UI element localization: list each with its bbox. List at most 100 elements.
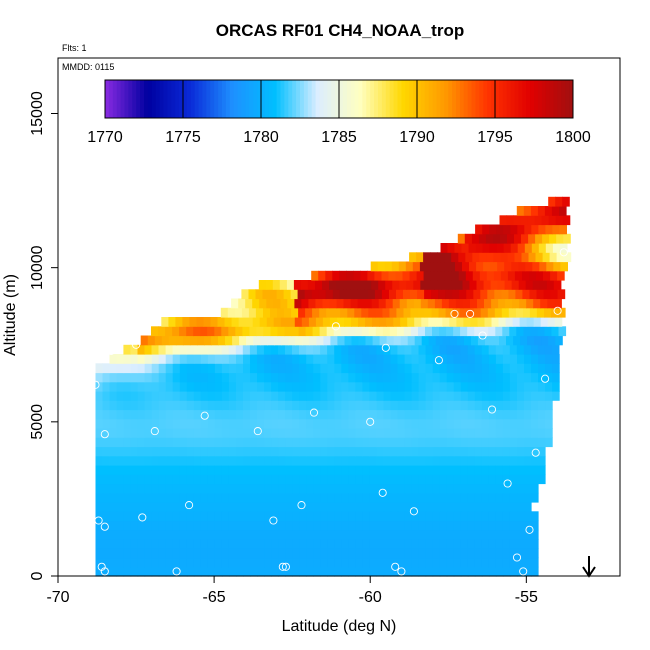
heatmap-cell [461,243,470,253]
heatmap-cell [320,566,328,577]
heatmap-cell [144,511,153,522]
heatmap-cell [151,548,160,559]
heatmap-cell [299,446,307,457]
heatmap-cell [517,428,525,438]
heatmap-cell [271,354,279,364]
heatmap-cell [214,474,223,485]
heatmap-cell [123,529,132,540]
heatmap-cell [562,215,571,226]
heatmap-cell [524,428,532,438]
heatmap-cell [228,400,237,411]
heatmap-cell [491,317,500,327]
heatmap-cell [341,428,349,438]
heatmap-cell [193,344,202,355]
heatmap-cell [334,529,342,540]
heatmap-cell [411,437,420,448]
heatmap-cell [397,344,405,355]
heatmap-cell [299,363,307,374]
heatmap-cell [312,307,320,318]
heatmap-cell [151,557,160,568]
heatmap-cell [158,474,167,485]
heatmap-cell [306,548,314,559]
heatmap-cell [207,566,216,577]
heatmap-cell [409,270,418,281]
heatmap-cell [278,391,286,401]
heatmap-cell [228,418,237,429]
heatmap-cell [255,307,264,318]
heatmap-cell [242,344,251,355]
heatmap-cell [274,335,282,346]
heatmap-cell [116,529,125,540]
heatmap-cell [200,557,209,568]
heatmap-cell [549,252,558,263]
heatmap-cell [123,566,132,577]
heatmap-cell [236,474,244,485]
heatmap-cell [452,307,461,318]
heatmap-cell [320,363,328,374]
heatmap-cell [446,455,455,466]
heatmap-cell [522,289,530,300]
heatmap-cell [453,511,462,522]
heatmap-cell [385,298,394,309]
colorbar-segment [346,80,352,118]
heatmap-cell [538,400,546,411]
colorbar-segment [132,80,137,118]
heatmap-cell [531,409,539,420]
heatmap-cell [403,326,412,337]
colorbar-segment [506,80,512,118]
colorbar-segment [280,80,285,118]
heatmap-cell [440,243,449,253]
sample-point [132,340,141,349]
heatmap-cell [418,400,427,411]
heatmap-cell [376,437,385,448]
colorbar-segment [436,80,441,118]
heatmap-cell [285,455,293,466]
heatmap-cell [390,381,399,392]
heatmap-cell [502,557,511,568]
heatmap-cell [151,529,160,540]
heatmap-cell [467,520,476,531]
heatmap-cell [165,344,174,355]
sample-point [531,448,540,457]
heatmap-cell [488,428,497,438]
heatmap-cell [369,344,377,355]
heatmap-cell [130,539,139,549]
heatmap-cell [214,418,223,429]
heatmap-cell [116,428,125,438]
heatmap-cell [151,418,160,429]
heatmap-cell [228,363,237,374]
colorbar-segment [183,80,188,118]
colorbar-segment [292,80,297,118]
heatmap-cell [109,465,118,475]
heatmap-cell [502,344,511,355]
colorbar-segment [456,80,461,118]
heatmap-cell [460,428,469,438]
colorbar-segment [510,80,515,118]
colorbar-segment [413,80,418,118]
heatmap-cell [376,566,385,577]
heatmap-cell [411,502,420,512]
heatmap-cell [257,492,265,503]
heatmap-cell [485,233,494,244]
heatmap-cell [334,566,342,577]
heatmap-cell [404,363,413,374]
colorbar-segment [378,80,383,118]
heatmap-cell [382,307,390,318]
heatmap-cell [243,557,251,568]
heatmap-cell [516,344,525,355]
sample-point [100,567,109,576]
heatmap-cell [404,428,413,438]
heatmap-cell [411,409,420,420]
heatmap-cell [383,391,392,401]
heatmap-cell [474,474,483,485]
heatmap-cell [292,391,300,401]
heatmap-cell [409,252,417,263]
heatmap-cell [474,483,483,494]
heatmap-cell [460,557,469,568]
heatmap-cell [474,400,483,411]
heatmap-cell [538,446,546,457]
heatmap-cell [418,539,427,549]
heatmap-cell [390,548,399,559]
heatmap-cell [517,381,525,392]
heatmap-cell [488,520,497,531]
